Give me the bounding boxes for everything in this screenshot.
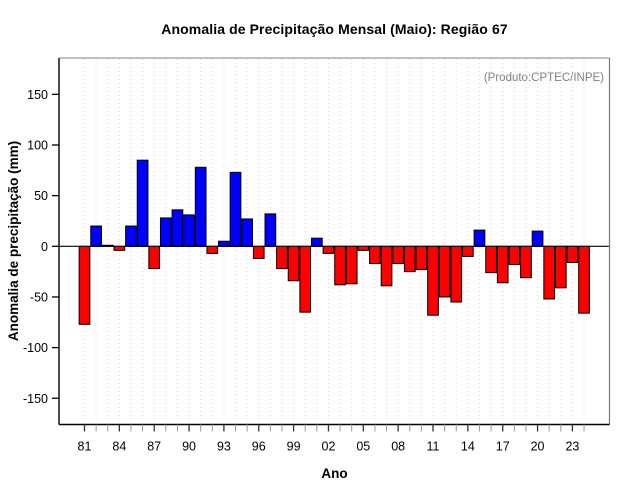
x-tick-label-1990: 90: [182, 440, 196, 454]
bar-2024: [578, 245, 590, 314]
bar-2001: [310, 237, 323, 247]
x-tick-label-1993: 93: [217, 440, 231, 454]
x-axis-title: Ano: [321, 466, 348, 481]
bar-1982: [90, 225, 102, 247]
bar-2000: [299, 245, 312, 313]
bar-2011: [427, 245, 439, 316]
bar-2002: [322, 245, 335, 254]
bar-2003: [334, 245, 346, 286]
y-tick-label-0: 0: [41, 240, 48, 254]
bar-1988: [159, 217, 172, 247]
bar-2016: [485, 245, 497, 274]
bar-1981: [78, 245, 91, 325]
bar-2019: [520, 245, 532, 279]
x-tick-label-2002: 02: [322, 440, 336, 454]
bar-2004: [345, 245, 358, 285]
y-tick-label--150: -150: [23, 392, 48, 406]
bar-2017: [496, 245, 509, 284]
bar-1984: [113, 245, 126, 251]
y-tick-label--50: -50: [30, 290, 48, 304]
bar-1991: [194, 166, 207, 247]
x-tick-label-2023: 23: [565, 440, 579, 454]
bar-1997: [264, 213, 277, 247]
y-tick-label-150: 150: [27, 88, 48, 102]
bar-1992: [206, 245, 219, 254]
bar-2021: [543, 245, 556, 300]
bar-1994: [229, 171, 242, 247]
y-tick-label-100: 100: [27, 138, 48, 152]
bar-1995: [241, 218, 253, 247]
x-tick-label-1999: 99: [287, 440, 301, 454]
bar-2010: [415, 245, 428, 271]
y-tick-label--100: -100: [23, 341, 48, 355]
bar-2007: [380, 245, 393, 287]
bar-1986: [136, 159, 149, 247]
bar-1999: [287, 245, 300, 282]
x-tick-label-2005: 05: [356, 440, 370, 454]
bar-2006: [369, 245, 381, 265]
y-tick-label-50: 50: [34, 189, 48, 203]
x-tick-label-1981: 81: [78, 440, 92, 454]
x-tick-label-2017: 17: [496, 440, 510, 454]
bar-2015: [473, 229, 486, 247]
bar-2014: [462, 245, 474, 257]
x-tick-label-1984: 84: [112, 440, 126, 454]
bar-1996: [252, 245, 265, 259]
bar-2013: [450, 245, 463, 303]
bar-2020: [531, 230, 544, 247]
bar-2009: [403, 245, 416, 273]
bar-1993: [218, 240, 230, 247]
bar-1998: [276, 245, 288, 270]
bar-2012: [438, 245, 451, 298]
bar-1989: [171, 209, 184, 247]
x-tick-label-1996: 96: [252, 440, 266, 454]
chart-title: Anomalia de Precipitação Mensal (Maio): …: [161, 21, 508, 37]
x-tick-label-1987: 87: [147, 440, 161, 454]
bar-2005: [357, 245, 370, 251]
bar-2022: [554, 245, 567, 289]
bar-2018: [508, 245, 521, 266]
bar-2023: [566, 245, 579, 264]
x-tick-label-2020: 20: [531, 440, 545, 454]
bar-1987: [148, 245, 161, 270]
x-tick-label-2014: 14: [461, 440, 475, 454]
x-tick-label-2008: 08: [391, 440, 405, 454]
x-tick-label-2011: 11: [427, 440, 440, 454]
bar-2008: [392, 245, 405, 265]
bar-1990: [183, 214, 195, 247]
bar-1985: [125, 225, 137, 247]
